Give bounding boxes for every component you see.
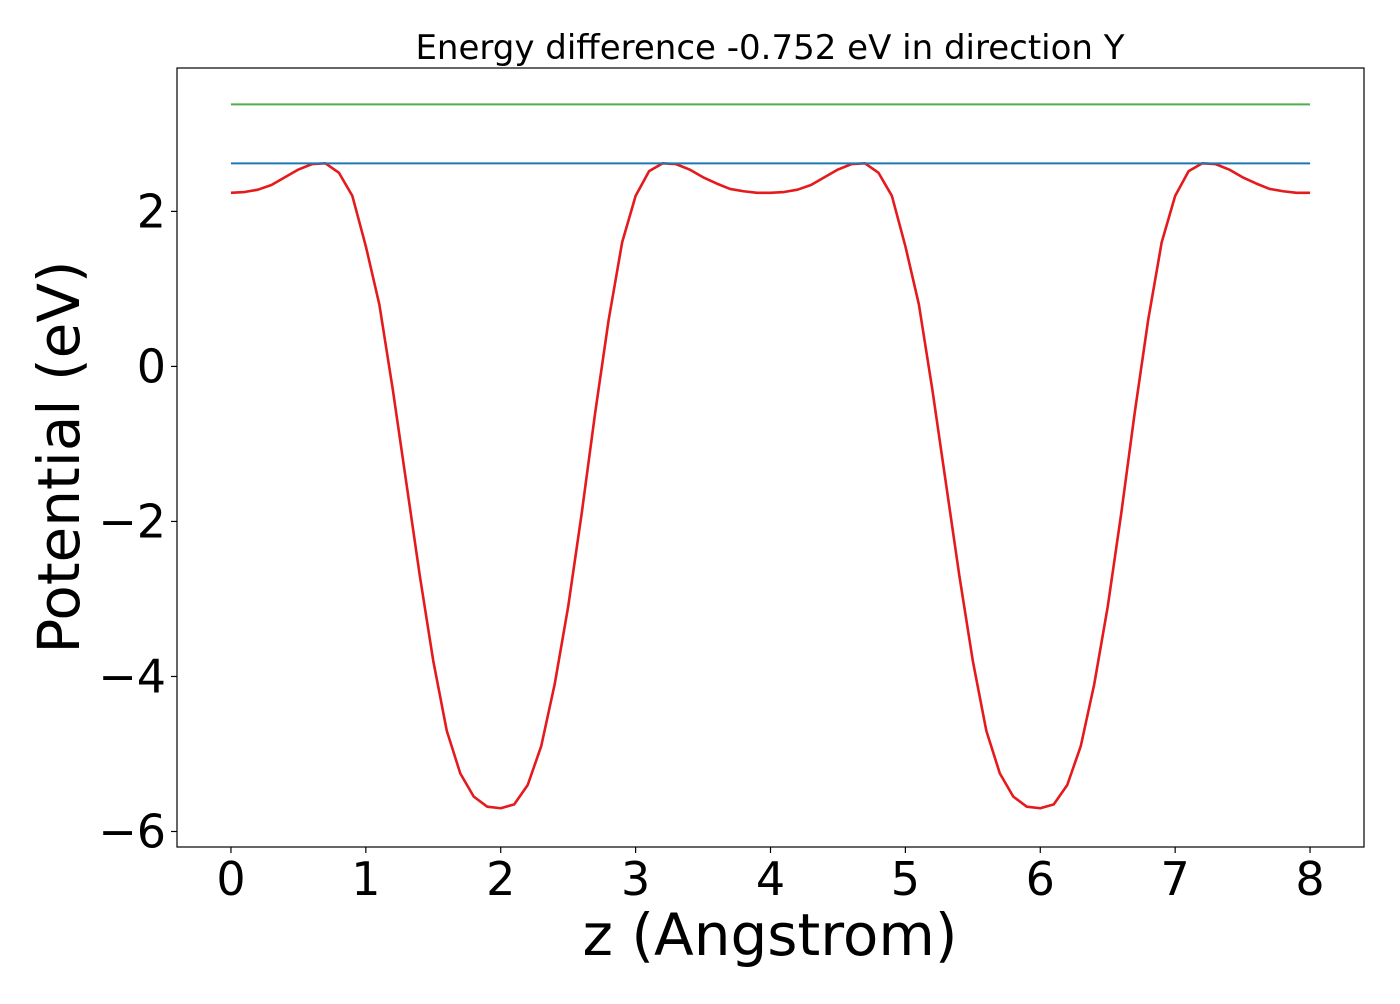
- y-tick-label: −2: [98, 494, 166, 548]
- x-axis-ticks: 0 1 2 3 4 5 6 7 8: [216, 847, 1325, 906]
- y-axis-ticks: −6 −4 −2 0 2: [98, 184, 177, 858]
- y-axis-label: Potential (eV): [25, 260, 93, 653]
- plot-marks: [230, 103, 1311, 810]
- x-tick-label: 4: [756, 852, 785, 906]
- x-tick-label: 3: [621, 852, 650, 906]
- y-tick-label: 0: [137, 339, 166, 393]
- plot-frame: [176, 67, 1365, 848]
- x-tick-label: 1: [351, 852, 380, 906]
- y-tick-label: 2: [137, 184, 166, 238]
- x-axis-label: z (Angstrom): [583, 901, 958, 969]
- x-tick-label: 5: [891, 852, 920, 906]
- y-tick-label: −6: [98, 804, 166, 858]
- x-tick-label: 6: [1026, 852, 1055, 906]
- x-tick-label: 2: [486, 852, 515, 906]
- x-tick-label: 7: [1161, 852, 1190, 906]
- y-tick-label: −4: [98, 649, 166, 703]
- x-tick-label: 0: [216, 852, 245, 906]
- chart-title: Energy difference -0.752 eV in direction…: [415, 28, 1124, 68]
- series-line-1: [230, 162, 1311, 810]
- x-tick-label: 8: [1295, 852, 1324, 906]
